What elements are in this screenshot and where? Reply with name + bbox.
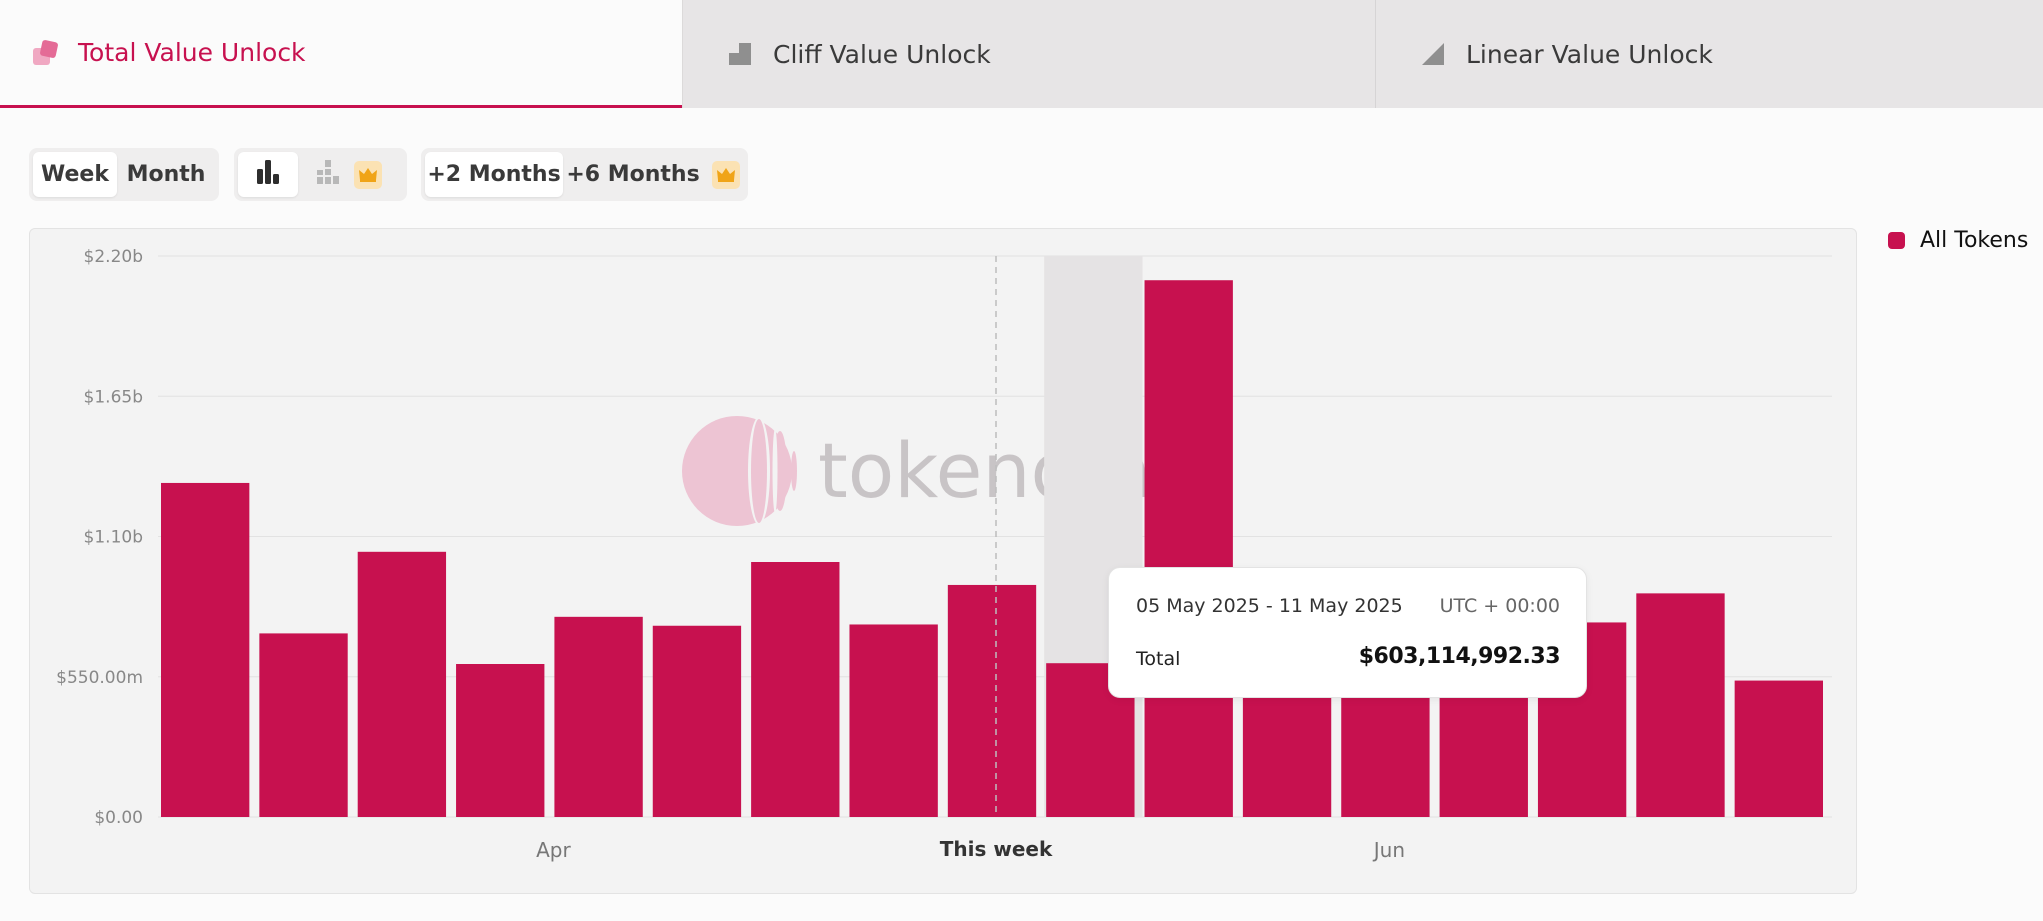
- plus-6-months-label: +6 Months: [566, 162, 700, 187]
- y-tick-label: $550.00m: [56, 668, 143, 688]
- bar-tooltip: 05 May 2025 - 11 May 2025 UTC + 00:00 To…: [1108, 567, 1587, 698]
- bar[interactable]: [554, 616, 643, 817]
- unlock-bar-chart: tokenomi $0.00$550.00m$1.10b$1.65b$2.20b…: [56, 247, 1832, 862]
- bar-chart-icon: [254, 158, 282, 192]
- stacked-bar-icon: [314, 158, 342, 192]
- x-tick-label: Jun: [1372, 838, 1405, 862]
- unlock-type-tabs: Total Value Unlock Cliff Value Unlock Li…: [0, 0, 2043, 108]
- tooltip-date-range: 05 May 2025 - 11 May 2025: [1136, 595, 1403, 617]
- tab-total-value-unlock[interactable]: Total Value Unlock: [0, 0, 682, 108]
- legend-swatch: [1888, 232, 1905, 249]
- bar[interactable]: [1144, 280, 1233, 818]
- y-tick-label: $0.00: [94, 808, 143, 828]
- legend[interactable]: All Tokens: [1888, 228, 2028, 253]
- y-tick-label: $2.20b: [84, 247, 143, 267]
- bar[interactable]: [357, 551, 447, 817]
- tab-label: Linear Value Unlock: [1466, 39, 1713, 69]
- legend-label: All Tokens: [1920, 228, 2029, 253]
- chart-view-toggle: [234, 148, 407, 201]
- bars: [161, 256, 1823, 818]
- bar[interactable]: [259, 633, 348, 817]
- total-unlock-icon: [32, 39, 58, 66]
- linear-ramp-icon: [1420, 41, 1446, 67]
- y-tick-label: $1.10b: [84, 528, 143, 548]
- bar-chart-view-button[interactable]: [238, 152, 298, 197]
- bar[interactable]: [751, 562, 840, 817]
- plus-2-months-option[interactable]: +2 Months: [425, 152, 563, 197]
- bar[interactable]: [456, 664, 545, 817]
- tooltip-total-value: $603,114,992.33: [1358, 644, 1561, 669]
- x-tick-label: This week: [940, 837, 1053, 861]
- bar[interactable]: [1734, 680, 1823, 817]
- stacked-bar-view-button[interactable]: [298, 152, 398, 197]
- axis-labels: $0.00 $550.00m $1.10b $1.65b $2.20b Apr This w…: [56, 247, 1405, 862]
- chart-panel: tokenomi $0.00 $550.00m $1.10b $1.65b $2.20b…: [29, 228, 1857, 894]
- bar[interactable]: [849, 624, 938, 817]
- crown-icon: [354, 160, 382, 189]
- tooltip-total-label: Total: [1136, 648, 1181, 670]
- bar[interactable]: [1636, 593, 1725, 817]
- tooltip-timezone: UTC + 00:00: [1439, 595, 1560, 617]
- range-toggle: +2 Months +6 Months: [421, 148, 748, 201]
- plus-6-months-option[interactable]: +6 Months: [563, 152, 743, 197]
- period-toggle: Week Month: [29, 148, 219, 201]
- tab-linear-value-unlock[interactable]: Linear Value Unlock: [1375, 0, 2043, 108]
- tab-cliff-value-unlock[interactable]: Cliff Value Unlock: [682, 0, 1375, 108]
- bar[interactable]: [161, 482, 250, 817]
- week-option[interactable]: Week: [33, 152, 117, 197]
- x-tick-label: Apr: [536, 838, 571, 862]
- tab-label: Cliff Value Unlock: [773, 39, 991, 69]
- bar[interactable]: [947, 584, 1037, 817]
- y-tick-label: $1.65b: [84, 387, 143, 407]
- bar[interactable]: [652, 625, 742, 817]
- cliff-step-icon: [727, 41, 753, 67]
- crown-icon: [711, 160, 740, 189]
- tab-label: Total Value Unlock: [78, 38, 306, 67]
- month-option[interactable]: Month: [126, 162, 206, 187]
